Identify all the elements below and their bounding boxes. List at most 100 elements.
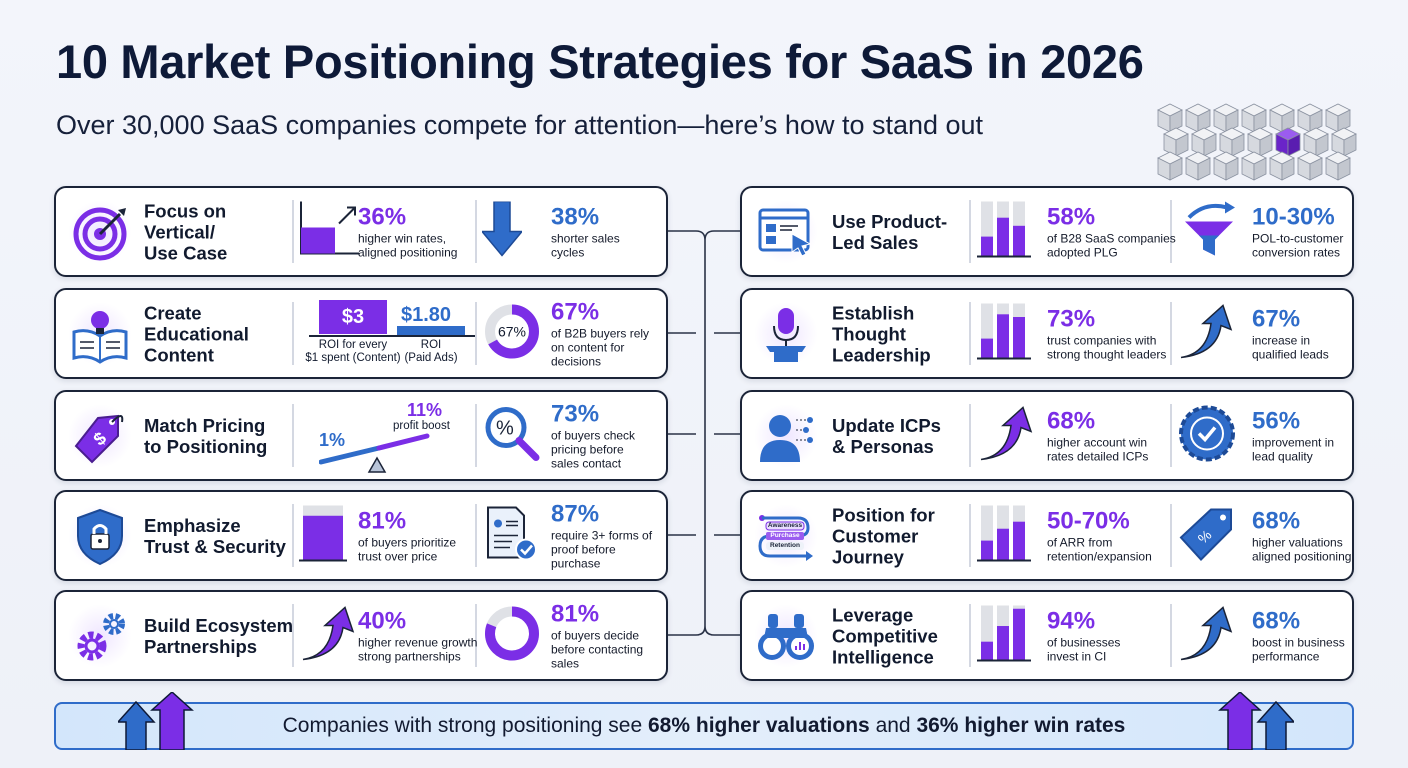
three-bars-graphic (977, 199, 1031, 264)
divider (475, 200, 477, 263)
badge-check-graphic (1177, 403, 1237, 468)
seesaw-comparison: 1% 11% profit boost (319, 392, 489, 479)
funnel-graphic (1177, 199, 1241, 264)
roi-comparison: $3 $1.80 ROI for every $1 spent (Content… (305, 290, 475, 377)
stat-description: shorter sales cycles (551, 231, 620, 259)
divider (475, 604, 477, 667)
browser-cursor-icon (754, 200, 818, 264)
curve-arrow-purple-graphic (299, 603, 359, 668)
strategy-card: Establish Thought Leadership 73% trust com… (740, 288, 1354, 379)
strategy-title: Establish Thought Leadership (832, 302, 931, 365)
bar-fill (997, 528, 1009, 559)
seesaw-icon (319, 433, 430, 473)
strategy-card: Emphasize Trust & Security 81% of buyers p… (54, 490, 668, 581)
stat-description: of businesses invest in CI (1047, 635, 1121, 663)
stat-value: 68% (1252, 507, 1301, 534)
stat-description: of buyers prioritize trust over price (358, 535, 457, 563)
connector-lines (668, 230, 740, 636)
bar-fill (981, 236, 993, 255)
stat-block: 81% of buyers prioritize trust over price (358, 508, 457, 564)
bar-fill (997, 217, 1009, 255)
curve-arrow-blue-graphic (1177, 301, 1237, 366)
stat-block: 73% of buyers check pricing before sales … (551, 400, 636, 471)
roi-content-caption: ROI for every $1 spent (Content) (305, 339, 401, 364)
banner-text-middle: and (869, 714, 917, 737)
stat-value: 67% (551, 298, 600, 325)
strategy-card: Leverage Competitive Intelligence 94% of b… (740, 590, 1354, 681)
stat-value: 73% (1047, 305, 1096, 332)
stat-block: 68% higher account win rates detailed ICP… (1047, 408, 1148, 464)
bar-fill (981, 338, 993, 357)
stat-block: 10-30% POL-to-customer conversion rates (1252, 204, 1344, 260)
roi-paid-value: $1.80 (401, 304, 452, 326)
stat-value: 58% (1047, 203, 1096, 230)
stat-value: 87% (551, 500, 600, 527)
stat-value: 81% (551, 600, 600, 627)
stat-value: 40% (358, 607, 407, 634)
banner-highlight-valuations: 68% higher valuations (648, 714, 870, 737)
stat-block: 68% boost in business performance (1252, 608, 1345, 664)
divider (475, 302, 477, 365)
three-bars-graphic (977, 301, 1031, 366)
divider (969, 200, 971, 263)
seesaw-caption: profit boost (393, 420, 450, 432)
stat-description: trust companies with strong thought lead… (1047, 333, 1167, 361)
stat-block: 56% improvement in lead quality (1252, 408, 1335, 464)
stat-description: improvement in lead quality (1252, 435, 1335, 463)
gears-icon (68, 604, 132, 668)
donut-graphic (482, 603, 542, 668)
stat-value: 38% (551, 203, 600, 230)
stat-value: 73% (551, 400, 600, 427)
banner-highlight-win-rates: 36% higher win rates (916, 714, 1126, 737)
book-lightbulb-icon (68, 302, 132, 366)
bar-fill (1013, 225, 1025, 255)
stat-description: higher revenue growth strong partnership… (358, 635, 478, 663)
stat-description: require 3+ forms of proof before purchas… (551, 528, 653, 570)
stat-block: 67% of B2B buyers rely on content for dec… (551, 298, 649, 369)
roi-paid-caption: ROI (Paid Ads) (404, 339, 458, 364)
magnifier-percent-graphic: % (482, 403, 542, 468)
stat-value: 67% (1252, 305, 1301, 332)
three-bars-graphic (977, 603, 1031, 668)
stat-description: of buyers decide before contacting sales (551, 628, 644, 670)
stat-block: 87% require 3+ forms of proof before purc… (551, 500, 653, 571)
stat-block: 38% shorter sales cycles (551, 203, 620, 260)
shield-lock-icon (68, 504, 132, 568)
stat-value: 94% (1047, 607, 1096, 634)
stat-block: 94% of businesses invest in CI (1047, 607, 1121, 664)
microphone-podium-icon (754, 302, 818, 366)
stat-block: 36% higher win rates, aligned positioning (358, 203, 457, 260)
binoculars-icon (754, 604, 818, 668)
bar-fill (1013, 608, 1025, 659)
strategy-title: Create Educational Content (144, 302, 249, 365)
arrows-up-icon (1218, 692, 1294, 750)
three-bars-graphic (977, 503, 1031, 568)
divider (1170, 604, 1172, 667)
stat-value: 36% (358, 203, 407, 230)
strategy-card: Create Educational Content $3 $1.80 ROI … (54, 288, 668, 379)
journey-path-icon: Awareness Purchase Retention (754, 504, 818, 568)
curve-arrow-blue-graphic (1177, 603, 1237, 668)
divider (1170, 302, 1172, 365)
document-check-graphic (482, 503, 542, 568)
stat-block: 50-70% of ARR from retention/expansion (1047, 508, 1152, 564)
seesaw-low-value: 1% (319, 430, 346, 450)
journey-stage-label: Awareness (767, 522, 803, 529)
strategy-title: Match Pricing to Positioning (144, 414, 268, 457)
strategy-card: Use Product- Led Sales 58% of B28 SaaS com… (740, 186, 1354, 277)
divider (475, 404, 477, 467)
stat-description: boost in business performance (1252, 635, 1345, 663)
stat-block: 68% higher valuations aligned positioning (1252, 507, 1351, 564)
strategy-title: Focus on Vertical/ Use Case (144, 200, 228, 263)
roi-content-value: $3 (341, 305, 365, 328)
divider (475, 504, 477, 567)
stat-block: 40% higher revenue growth strong partners… (358, 607, 478, 664)
strategy-title: Position for Customer Journey (832, 504, 935, 567)
journey-stage-label: Purchase (770, 532, 800, 539)
divider (292, 200, 294, 263)
page-title: 10 Market Positioning Strategies for Saa… (56, 35, 1144, 88)
stat-block: 67% increase in qualified leads (1252, 305, 1329, 362)
stat-description: POL-to-customer conversion rates (1252, 231, 1344, 259)
stat-description: of buyers check pricing before sales con… (551, 428, 636, 470)
banner-text-prefix: Companies with strong positioning see (282, 714, 648, 737)
